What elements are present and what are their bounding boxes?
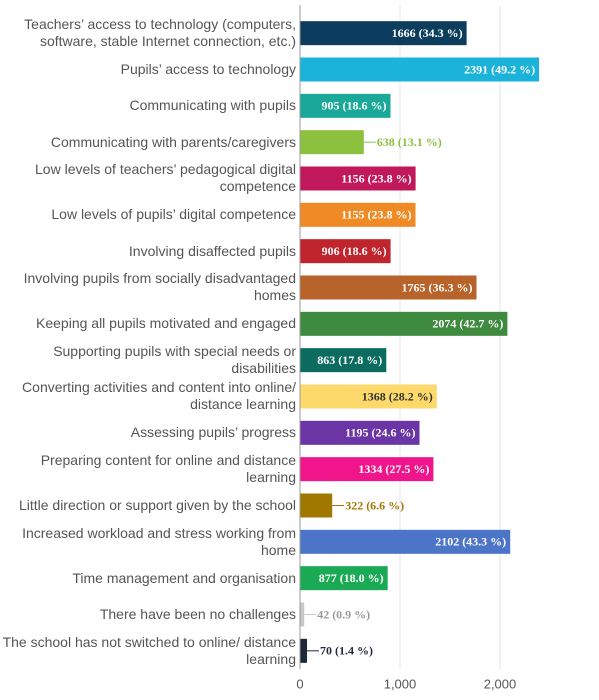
category-label: Increased workload and stress working fr… bbox=[0, 524, 296, 560]
bar bbox=[300, 311, 508, 336]
value-label: 1765 (36.3 %) bbox=[402, 280, 473, 294]
category-text: Involving pupils from socially disadvant… bbox=[23, 270, 296, 304]
category-text: Preparing content for online and distanc… bbox=[40, 452, 296, 486]
value-label: 1666 (34.3 %) bbox=[392, 26, 463, 40]
value-label: 42 (0.9 %) bbox=[317, 607, 370, 621]
category-label: Communicating with parents/caregivers bbox=[0, 124, 296, 160]
x-tick-label: 2,000 bbox=[484, 676, 517, 691]
category-label: Little direction or support given by the… bbox=[0, 487, 296, 523]
category-label: Time management and organisation bbox=[0, 560, 296, 596]
value-label: 1368 (28.2 %) bbox=[362, 389, 433, 403]
bar bbox=[300, 602, 305, 627]
bar bbox=[300, 638, 307, 663]
category-label: Keeping all pupils motivated and engaged bbox=[0, 306, 296, 342]
value-label: 2391 (49.2 %) bbox=[464, 62, 535, 76]
bar bbox=[300, 384, 437, 409]
category-label: Communicating with pupils bbox=[0, 88, 296, 124]
bar bbox=[300, 529, 511, 554]
category-label: Preparing content for online and distanc… bbox=[0, 451, 296, 487]
category-label: Low levels of pupils’ digital competence bbox=[0, 197, 296, 233]
bar bbox=[300, 57, 540, 82]
category-label: Involving disaffected pupils bbox=[0, 233, 296, 269]
category-text: Teachers’ access to technology (computer… bbox=[24, 16, 296, 50]
bar bbox=[300, 202, 416, 227]
category-text: Communicating with parents/caregivers bbox=[50, 133, 296, 150]
category-text: Little direction or support given by the… bbox=[18, 496, 296, 513]
value-label: 863 (17.8 %) bbox=[317, 353, 382, 367]
bar bbox=[300, 493, 333, 518]
value-label: 877 (18.0 %) bbox=[319, 571, 384, 585]
bar bbox=[300, 566, 388, 591]
value-label: 638 (13.1 %) bbox=[377, 135, 442, 149]
category-text: Increased workload and stress working fr… bbox=[22, 524, 296, 558]
x-tick-label: 1,000 bbox=[384, 676, 417, 691]
category-label: The school has not switched to online/ d… bbox=[0, 633, 296, 669]
category-text: Low levels of teachers’ pedagogical digi… bbox=[35, 161, 296, 195]
category-text: Assessing pupils’ progress bbox=[130, 424, 296, 441]
category-text: Time management and organisation bbox=[72, 569, 296, 586]
bar bbox=[300, 130, 364, 155]
value-label: 906 (18.6 %) bbox=[322, 244, 387, 258]
value-label: 2102 (43.3 %) bbox=[435, 535, 506, 549]
value-label: 1155 (23.8 %) bbox=[341, 208, 411, 222]
category-label: Supporting pupils with special needs or … bbox=[0, 342, 296, 378]
value-label: 322 (6.6 %) bbox=[345, 498, 404, 512]
bar bbox=[300, 166, 416, 191]
value-label: 905 (18.6 %) bbox=[322, 99, 387, 113]
category-text: Low levels of pupils’ digital competence bbox=[51, 206, 296, 223]
category-text: Converting activities and content into o… bbox=[22, 379, 296, 413]
category-text: The school has not switched to online/ d… bbox=[2, 633, 296, 667]
category-label: Involving pupils from socially disadvant… bbox=[0, 269, 296, 305]
category-text: Involving disaffected pupils bbox=[128, 242, 296, 259]
bar bbox=[300, 93, 391, 118]
category-label: Converting activities and content into o… bbox=[0, 378, 296, 414]
value-label: 70 (1.4 %) bbox=[320, 644, 373, 658]
category-text: Keeping all pupils motivated and engaged bbox=[36, 315, 296, 332]
value-label: 1195 (24.6 %) bbox=[345, 426, 415, 440]
value-label: 2074 (42.7 %) bbox=[432, 317, 503, 331]
bar bbox=[300, 239, 391, 264]
category-text: Communicating with pupils bbox=[129, 97, 296, 114]
category-text: Pupils’ access to technology bbox=[120, 60, 296, 77]
bar bbox=[300, 420, 420, 445]
value-label: 1334 (27.5 %) bbox=[358, 462, 429, 476]
bar bbox=[300, 348, 387, 373]
bar bbox=[300, 21, 467, 46]
category-label: There have been no challenges bbox=[0, 596, 296, 632]
category-label: Assessing pupils’ progress bbox=[0, 415, 296, 451]
category-text: There have been no challenges bbox=[99, 605, 296, 622]
category-label: Low levels of teachers’ pedagogical digi… bbox=[0, 160, 296, 196]
x-tick-label: 0 bbox=[296, 676, 303, 691]
bar bbox=[300, 457, 434, 482]
category-label: Teachers’ access to technology (computer… bbox=[0, 15, 296, 51]
category-text: Supporting pupils with special needs or … bbox=[53, 343, 296, 377]
category-label: Pupils’ access to technology bbox=[0, 51, 296, 87]
value-label: 1156 (23.8 %) bbox=[341, 171, 411, 185]
bar bbox=[300, 275, 477, 300]
